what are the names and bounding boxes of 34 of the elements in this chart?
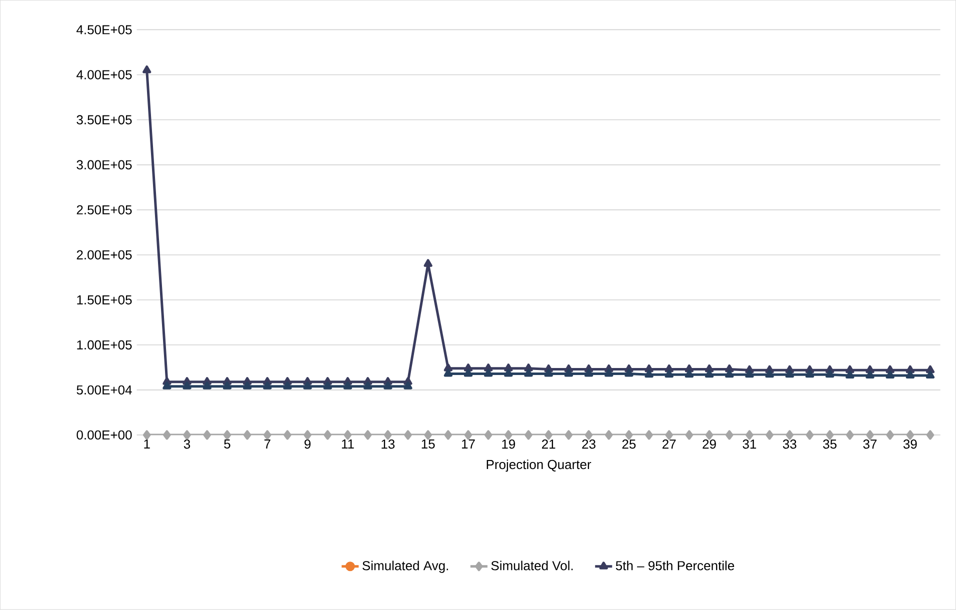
y-tick-label: 1.00E+05 (77, 340, 132, 350)
y-tick-label: 4.00E+05 (76, 70, 132, 80)
x-tick-label: 17 (462, 440, 475, 449)
y-tick-label: 2.50E+05 (76, 205, 132, 215)
x-axis-title: Projection Quarter (486, 460, 592, 472)
x-tick-label: 1 (144, 440, 150, 449)
x-tick-label: 15 (422, 440, 435, 449)
x-tick-label: 29 (702, 440, 716, 449)
x-tick-label: 11 (342, 440, 354, 449)
y-tick-label: 1.50E+05 (77, 295, 132, 305)
legend-label: Simulated Avg. (362, 560, 448, 573)
y-tick-label: 3.50E+05 (76, 115, 132, 124)
x-tick-label: 23 (582, 440, 596, 449)
x-tick-label: 3 (184, 440, 190, 449)
legend-label: 5th – 95th Percentile (616, 560, 734, 570)
y-tick-label: 5.00E+04 (76, 385, 132, 395)
y-tick-label: 4.50E+05 (76, 25, 132, 34)
x-tick-label: 9 (304, 440, 311, 449)
x-tick-label: 37 (863, 440, 877, 449)
legend-label: Simulated Vol. (491, 560, 573, 570)
x-tick-label: 31 (742, 440, 756, 449)
x-tick-label: 19 (502, 440, 516, 449)
x-tick-label: 39 (903, 440, 917, 449)
x-tick-label: 13 (382, 440, 395, 449)
x-tick-label: 33 (782, 440, 796, 449)
x-tick-label: 7 (264, 440, 270, 449)
x-tick-label: 5 (224, 440, 230, 449)
x-tick-label: 25 (622, 440, 636, 449)
y-tick-label: 3.00E+05 (76, 160, 132, 170)
x-tick-label: 27 (662, 440, 676, 449)
x-tick-label: 21 (542, 440, 556, 449)
x-tick-label: 35 (823, 440, 837, 449)
y-tick-label: 0.00E+00 (76, 430, 132, 440)
y-tick-label: 2.00E+05 (76, 250, 132, 260)
